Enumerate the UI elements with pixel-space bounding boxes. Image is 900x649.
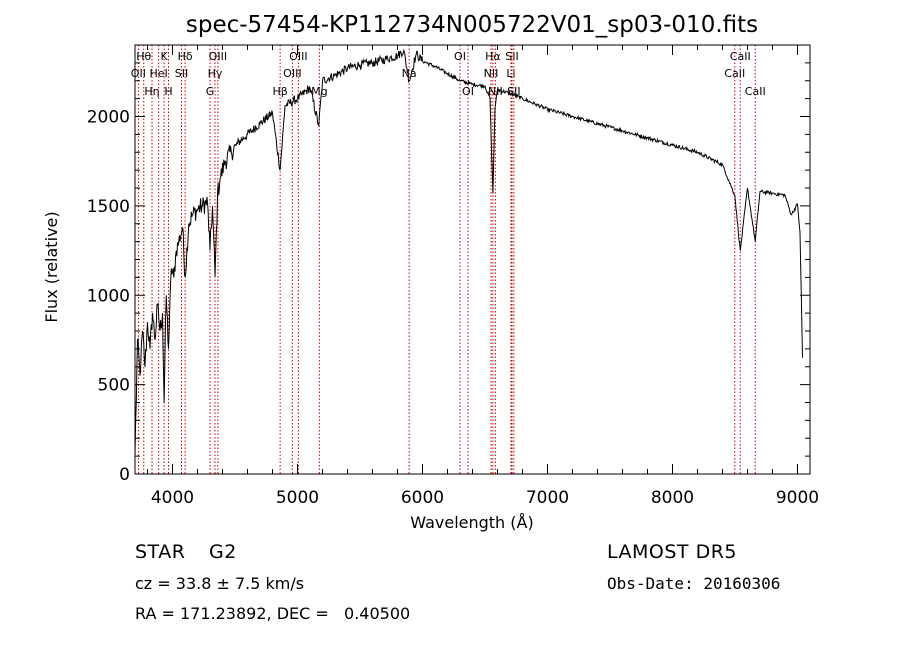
x-tick-label: 9000 [776,488,819,508]
survey-name: LAMOST DR5 [607,541,737,563]
line-label-5: H [164,85,172,98]
y-tick-label: 500 [98,376,130,396]
line-label-24: CaII [724,67,745,80]
line-label-26: CaII [745,85,766,98]
line-label-19: Hα [485,50,501,63]
line-label-4: K [161,50,169,63]
line-label-12: OIII [283,67,301,80]
y-tick-label: 2000 [87,108,130,128]
redshift-cz: cz = 33.8 ± 7.5 km/s [135,574,305,593]
axes-layer: 4000 5000 6000 7000 8000 9000 0 500 1000 1500 2000 [87,44,819,508]
object-class: STAR [135,541,186,563]
x-axis-label: Wavelength (Å) [410,513,533,532]
line-label-11: Hβ [272,85,287,98]
x-tick-label: 4000 [151,488,194,508]
line-label-16: OI [454,50,466,63]
x-tick-label: 6000 [401,488,444,508]
line-label-10: OIII [209,50,227,63]
x-tick-label: 8000 [651,488,694,508]
x-tick-label: 5000 [276,488,319,508]
x-tick-label: 7000 [526,488,569,508]
line-label-7: Hδ [178,50,193,63]
line-label-2: Hη [144,85,159,98]
line-label-3: HeI [149,67,167,80]
line-label-25: CaII [730,50,751,63]
object-subclass: G2 [209,541,237,563]
line-label-9: Hγ [208,67,223,80]
line-label-22: SII [505,50,518,63]
y-axis-label: Flux (relative) [42,211,61,322]
plot-frame [134,44,811,475]
line-label-17: OI [462,85,474,98]
series-layer [134,48,803,457]
coordinates: RA = 171.23892, DEC = 0.40500 [135,604,411,623]
y-tick-label: 0 [119,465,130,485]
y-tick-label: 1000 [87,286,130,306]
line-label-18: NII [484,67,499,80]
line-label-6: SII [175,67,188,80]
line-label-8: G [206,85,215,98]
observation-date: Obs-Date: 20160306 [607,574,781,593]
line-label-13: OIII [289,50,307,63]
spectral-line-markers: OIIHθHηHeIKHSIIHδGHγOIIIHβOIIIOIIIMgNaOI… [131,45,766,474]
line-label-21: Li [506,67,515,80]
line-label-20: NII [488,85,503,98]
spectrum-line [134,48,803,457]
line-label-15: Na [402,67,417,80]
y-tick-label: 1500 [87,197,130,217]
line-label-1: Hθ [136,50,151,63]
line-label-14: Mg [311,85,327,98]
chart-title: spec-57454-KP112734N005722V01_sp03-010.f… [186,12,758,38]
